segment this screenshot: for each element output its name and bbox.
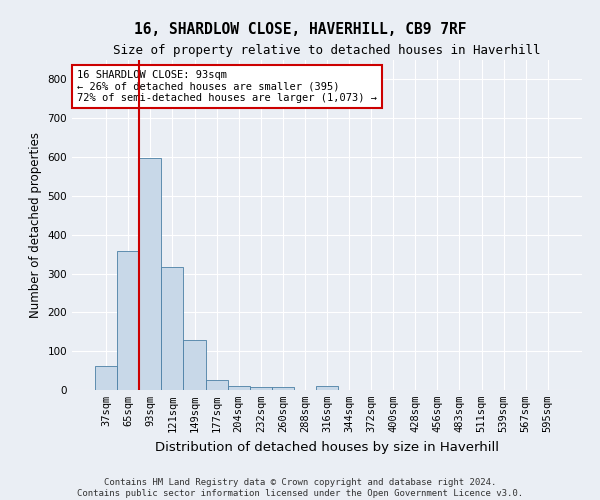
Bar bbox=[117, 252, 139, 390]
Bar bbox=[184, 340, 206, 390]
Bar bbox=[316, 386, 338, 390]
Text: Contains HM Land Registry data © Crown copyright and database right 2024.
Contai: Contains HM Land Registry data © Crown c… bbox=[77, 478, 523, 498]
Text: 16, SHARDLOW CLOSE, HAVERHILL, CB9 7RF: 16, SHARDLOW CLOSE, HAVERHILL, CB9 7RF bbox=[134, 22, 466, 38]
Bar bbox=[139, 158, 161, 390]
Y-axis label: Number of detached properties: Number of detached properties bbox=[29, 132, 42, 318]
Bar bbox=[272, 386, 294, 390]
Bar bbox=[206, 380, 227, 390]
Title: Size of property relative to detached houses in Haverhill: Size of property relative to detached ho… bbox=[113, 44, 541, 58]
Bar bbox=[227, 386, 250, 390]
X-axis label: Distribution of detached houses by size in Haverhill: Distribution of detached houses by size … bbox=[155, 440, 499, 454]
Bar bbox=[250, 387, 272, 390]
Bar bbox=[95, 366, 117, 390]
Text: 16 SHARDLOW CLOSE: 93sqm
← 26% of detached houses are smaller (395)
72% of semi-: 16 SHARDLOW CLOSE: 93sqm ← 26% of detach… bbox=[77, 70, 377, 103]
Bar bbox=[161, 267, 184, 390]
